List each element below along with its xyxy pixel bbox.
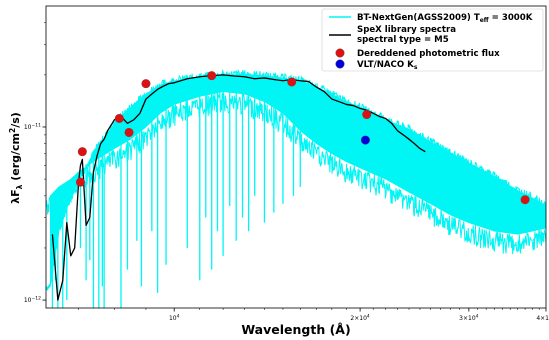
naco-point-series <box>360 135 370 145</box>
photometric-point <box>75 177 85 187</box>
x-tick-label: 104 <box>169 314 180 323</box>
photometric-point <box>141 79 151 89</box>
legend-phot-marker <box>335 48 345 58</box>
photometric-point <box>520 195 530 205</box>
photometric-point <box>77 147 87 157</box>
legend-naco-marker <box>335 59 345 69</box>
y-tick-label: 10−12 <box>24 296 41 305</box>
x-tick-label: 3×104 <box>459 314 478 323</box>
x-tick-label: 2×104 <box>350 314 369 323</box>
photometric-point <box>114 113 124 123</box>
photometric-points-series <box>75 71 530 205</box>
legend: BT-NextGen(AGSS2009) Teff = 3000K SpeX l… <box>321 8 544 72</box>
x-axis-label: Wavelength (Å) <box>241 322 350 337</box>
naco-point <box>360 135 370 145</box>
photometric-point <box>362 110 372 120</box>
plot-area <box>46 68 546 308</box>
legend-spex-label-line2: spectral type = M5 <box>357 35 449 45</box>
y-axis: 10−11 10−12 <box>24 22 46 305</box>
legend-naco-label: VLT/NACO Ks <box>357 60 418 71</box>
photometric-point <box>287 77 297 87</box>
legend-phot-label: Dereddened photometric flux <box>357 49 500 59</box>
legend-model-label: BT-NextGen(AGSS2009) Teff = 3000K <box>357 13 533 24</box>
photometric-point <box>124 127 134 137</box>
y-axis-label: λFλ (erg/cm2/s) <box>8 112 24 204</box>
legend-spex-label-line1: SpeX library spectra <box>357 25 456 35</box>
model-upper-edge <box>46 68 546 291</box>
photometric-point <box>207 71 217 81</box>
model-band <box>49 73 546 287</box>
model-spectrum-series <box>46 68 546 308</box>
plot-frame <box>45 5 547 309</box>
y-tick-label: 10−11 <box>24 122 41 131</box>
model-lower-edge <box>46 92 546 255</box>
x-axis: 104 2×104 3×104 4×104 <box>78 308 549 323</box>
legend-box <box>321 8 544 72</box>
x-tick-label: 4×104 <box>536 314 549 323</box>
